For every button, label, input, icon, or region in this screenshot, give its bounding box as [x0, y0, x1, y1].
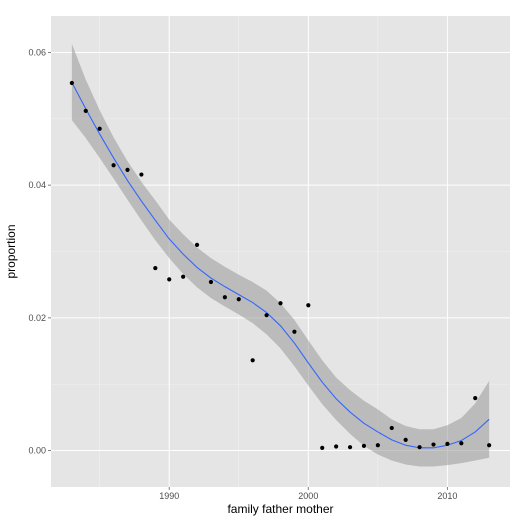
data-point [139, 172, 144, 177]
data-point [306, 303, 311, 308]
data-point [83, 108, 88, 113]
data-point [97, 126, 102, 131]
data-point [125, 167, 130, 172]
y-tick-label: 0.02 [28, 313, 46, 323]
data-point [361, 443, 367, 448]
data-point [459, 441, 464, 446]
x-axis-title: family father mother [227, 502, 333, 516]
data-point [222, 295, 227, 300]
data-point [334, 444, 339, 449]
data-point [431, 442, 436, 447]
data-point [292, 329, 297, 334]
data-point [347, 445, 353, 450]
data-point [417, 445, 422, 450]
data-point [320, 445, 325, 450]
x-axis-ticks: 1990 2000 2010 [159, 487, 457, 501]
data-point [69, 80, 74, 86]
y-axis-ticks: 0.00 0.02 0.04 0.06 [28, 47, 51, 456]
data-point [250, 358, 255, 363]
data-point [264, 313, 269, 318]
data-point [278, 301, 283, 306]
data-point [375, 443, 380, 448]
x-tick-label: 2010 [437, 491, 457, 501]
data-point [236, 297, 241, 302]
data-point [167, 277, 172, 282]
data-point [445, 441, 450, 446]
data-point [473, 396, 478, 401]
data-point [208, 279, 214, 285]
y-tick-label: 0.00 [28, 446, 46, 456]
data-point [181, 274, 186, 279]
data-point [194, 242, 200, 247]
y-axis-title: proportion [4, 224, 18, 278]
x-tick-label: 2000 [298, 491, 318, 501]
data-point [389, 425, 394, 431]
y-tick-label: 0.04 [28, 180, 46, 190]
minor-gridlines [51, 16, 510, 487]
x-tick-label: 1990 [159, 491, 179, 501]
data-point [111, 163, 116, 168]
data-point [153, 265, 158, 271]
data-point [487, 443, 492, 448]
data-points [69, 80, 492, 450]
y-tick-label: 0.06 [28, 47, 46, 57]
data-point [403, 437, 408, 442]
